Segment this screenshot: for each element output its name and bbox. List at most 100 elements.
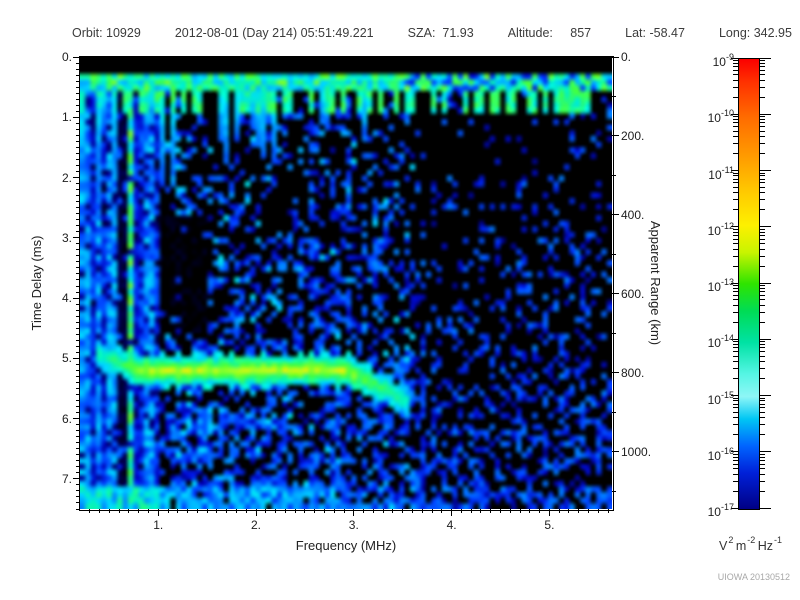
tick-mark (73, 116, 80, 118)
tick-mark (284, 509, 286, 513)
tick-mark (568, 509, 570, 513)
tick-mark (73, 357, 80, 359)
watermark: UIOWA 20130512 (717, 572, 790, 582)
tick-mark (612, 95, 616, 97)
x-axis-title: Frequency (MHz) (295, 538, 397, 553)
x-tick-label: 5. (544, 518, 555, 532)
x-tick-label: 3. (348, 518, 359, 532)
units-exp: 2 (728, 535, 734, 545)
x-tick-label: 1. (153, 518, 164, 532)
tick-mark (363, 509, 365, 513)
tick-mark (539, 509, 541, 513)
orbit-value: Orbit: 10929 (72, 26, 141, 40)
sza-value: SZA: 71.93 (407, 26, 474, 40)
tick-mark (731, 57, 738, 59)
range-tick-label: 0. (621, 50, 632, 64)
tick-mark (612, 372, 619, 374)
tick-mark (73, 478, 80, 480)
tick-mark (731, 226, 738, 228)
tick-mark (558, 509, 560, 513)
tick-mark (612, 174, 616, 176)
x-tick-label: 4. (446, 518, 457, 532)
tick-mark (294, 509, 296, 513)
tick-mark (402, 509, 404, 513)
tick-mark (343, 509, 345, 513)
y-tick-label: 5. (61, 351, 72, 366)
tick-mark (470, 509, 472, 513)
tick-mark (509, 509, 511, 513)
tick-mark (196, 509, 198, 513)
colorbar-tick-label: 10-17 (707, 502, 734, 519)
tick-mark (460, 509, 462, 513)
range-tick-label: 1000. (621, 444, 652, 459)
tick-mark (759, 395, 771, 396)
colorbar-units-label: V2 m-2 Hz-1 (670, 535, 800, 554)
tick-mark (519, 509, 521, 513)
colorbar-tick-label: 10-11 (708, 164, 734, 182)
tick-mark (759, 507, 771, 509)
units-part: m (735, 539, 747, 554)
tick-mark (314, 509, 316, 513)
tick-mark (73, 297, 80, 299)
y-tick-label: 0. (61, 50, 72, 64)
colorbar-tick-label: 10-14 (707, 333, 734, 351)
tick-mark (500, 509, 501, 513)
tick-mark (73, 56, 80, 58)
tick-mark (265, 509, 267, 513)
tick-mark (529, 509, 531, 513)
y-tick-label: 2. (61, 170, 72, 185)
y-tick-label: 6. (61, 411, 72, 426)
tick-mark (323, 509, 325, 513)
tick-mark (612, 135, 619, 137)
tick-mark (157, 509, 159, 516)
units-exp: -1 (774, 535, 783, 545)
tick-mark (759, 57, 771, 59)
y-tick-label: 1. (61, 110, 72, 125)
tick-mark (99, 509, 101, 513)
tick-mark (412, 509, 413, 513)
tick-mark (588, 509, 590, 513)
tick-mark (138, 509, 140, 513)
tick-mark (167, 509, 169, 513)
tick-mark (304, 509, 306, 513)
tick-mark (235, 509, 237, 513)
tick-mark (759, 451, 771, 453)
tick-mark (206, 509, 208, 513)
datetime-value: 2012-08-01 (Day 214) 05:51:49.221 (174, 26, 374, 40)
tick-mark (177, 509, 179, 513)
tick-mark (612, 332, 616, 334)
tick-mark (759, 226, 771, 228)
tick-mark (731, 451, 738, 453)
tick-mark (108, 509, 110, 513)
colorbar-tick-label: 10-12 (707, 220, 734, 238)
units-exp: -2 (747, 535, 756, 545)
tick-mark (731, 113, 738, 115)
colorbar-tick-label: 10-16 (707, 445, 734, 463)
tick-mark (128, 509, 130, 513)
tick-mark (607, 509, 609, 513)
range-tick-label: 800. (621, 365, 645, 380)
altitude-value: Altitude: 857 (507, 26, 592, 40)
tick-mark (73, 418, 80, 420)
tick-mark (187, 509, 189, 513)
tick-mark (255, 509, 257, 516)
tick-mark (731, 395, 738, 396)
colorbar-tick-label: 10-10 (707, 108, 734, 126)
tick-mark (216, 509, 218, 513)
units-part: V (718, 539, 728, 554)
tick-mark (382, 509, 384, 513)
spectrogram-canvas (80, 57, 612, 509)
tick-mark (372, 509, 374, 513)
tick-mark (353, 509, 355, 516)
tick-mark (731, 170, 738, 171)
tick-mark (89, 509, 91, 513)
tick-mark (118, 509, 120, 513)
tick-mark (147, 509, 149, 513)
units-part: Hz (757, 539, 774, 554)
y-axis-title-left: Time Delay (ms) (29, 235, 44, 331)
tick-mark (333, 509, 335, 513)
y-tick-label: 7. (61, 471, 72, 486)
colorbar-tick-label: 10-9 (712, 52, 734, 69)
tick-mark (612, 411, 616, 413)
tick-mark (548, 509, 550, 516)
